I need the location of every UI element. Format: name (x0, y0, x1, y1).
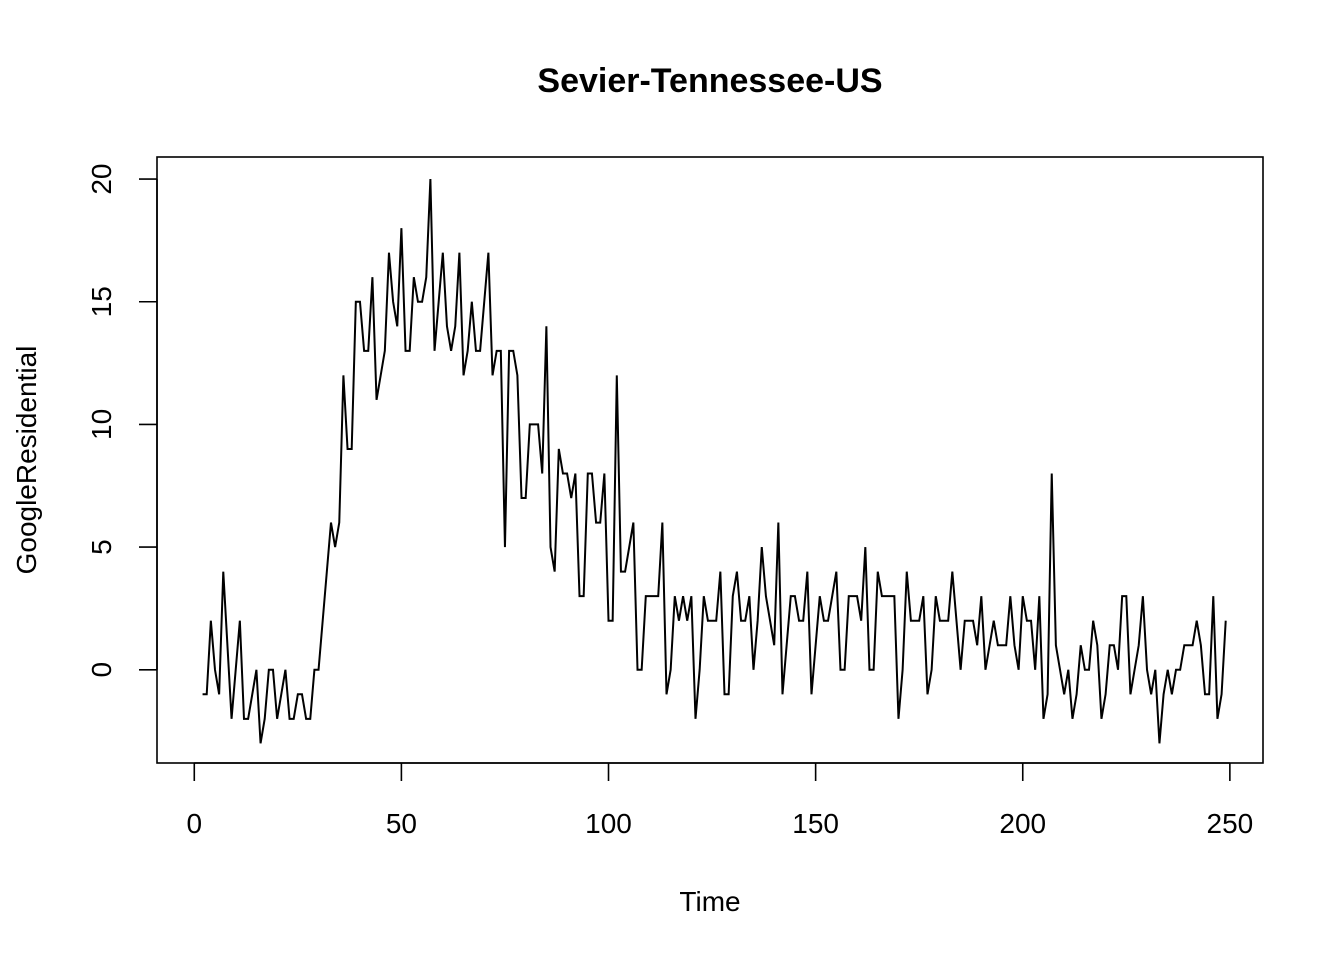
y-tick-label: 0 (86, 662, 117, 678)
x-tick-label: 100 (585, 808, 632, 839)
x-tick-label: 150 (792, 808, 839, 839)
y-tick-label: 20 (86, 164, 117, 195)
plot-frame (156, 156, 1264, 764)
y-axis: 0 5 10 15 20 (86, 164, 158, 678)
x-tick-label: 0 (186, 808, 202, 839)
x-tick-label: 50 (386, 808, 417, 839)
y-tick-label: 15 (86, 286, 117, 317)
x-axis-label: Time (679, 886, 740, 917)
x-axis: 0 50 100 150 200 250 (186, 762, 1254, 839)
y-axis-label: GoogleResidential (11, 346, 42, 575)
x-tick-label: 200 (999, 808, 1046, 839)
y-tick-label: 10 (86, 409, 117, 440)
chart-title: Sevier-Tennessee-US (537, 62, 882, 100)
x-tick-label: 250 (1207, 808, 1254, 839)
series-line-1 (202, 179, 1227, 744)
y-tick-label: 5 (86, 539, 117, 555)
series-layer (202, 179, 1227, 744)
